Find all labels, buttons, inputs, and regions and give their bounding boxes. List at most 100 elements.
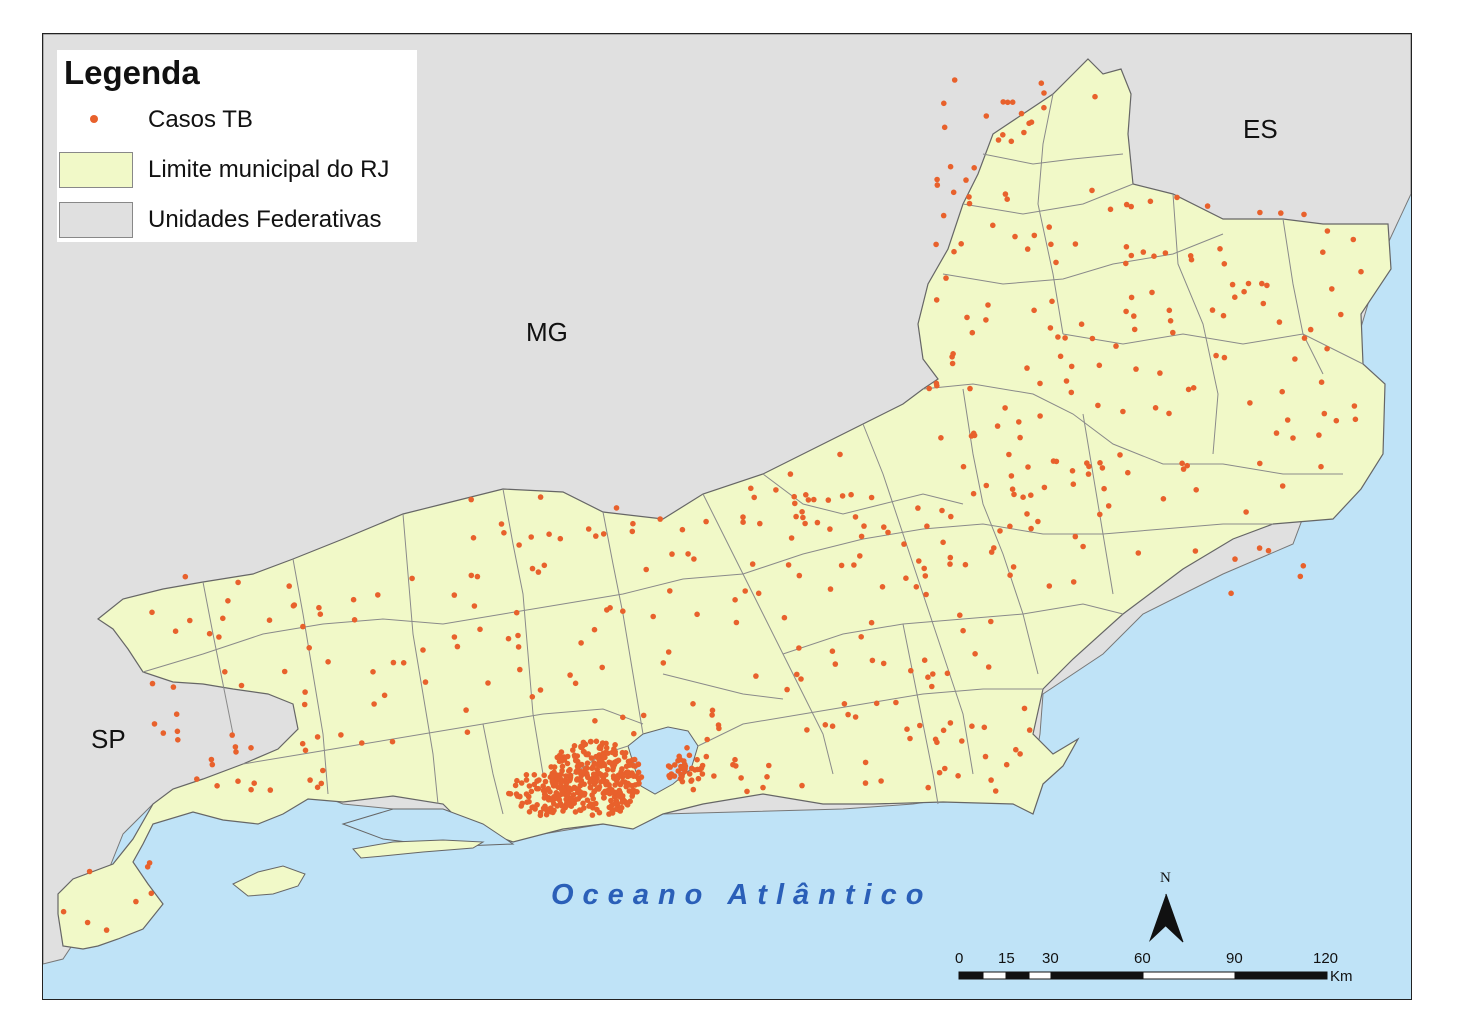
tb-case-point [603,781,609,788]
tb-case-point [686,771,693,777]
tb-case-point [1149,289,1155,296]
tb-case-point [672,762,678,768]
tb-case-point [281,668,288,675]
tb-case-point [709,707,716,714]
tb-case-point [1008,138,1015,145]
tb-case-point [1002,191,1009,197]
tb-case-point [959,738,965,744]
tb-case-point [266,617,273,623]
tb-case-point [536,777,542,783]
tb-case-point [679,772,685,779]
tb-case-point [921,565,927,572]
tb-case-point [881,524,887,530]
tb-case-point [1096,362,1103,369]
tb-case-point [800,514,806,521]
tb-case-point [1070,579,1077,585]
tb-case-point [785,562,792,568]
tb-case-point [908,667,914,674]
tb-case-point [791,493,797,500]
tb-case-point [962,561,969,568]
tb-case-point [799,509,805,515]
tb-case-point [1084,460,1090,466]
tb-case-point [837,451,843,458]
tb-case-point [571,743,578,749]
tb-case-point [614,776,621,782]
tb-case-point [982,753,989,760]
tb-case-point [738,775,744,781]
tb-case-point [389,738,396,745]
tb-case-point [194,776,200,782]
tb-case-point [325,659,331,665]
tb-case-point [631,788,638,794]
tb-case-point [665,649,672,655]
tb-case-point [350,596,357,603]
tb-case-point [1068,363,1075,370]
tb-case-point [1135,550,1142,556]
tb-case-point [564,753,571,760]
tb-case-point [517,793,523,800]
tb-case-point [983,482,990,489]
tb-case-point [1188,256,1195,263]
tb-case-point [1012,233,1018,240]
tb-case-point [983,317,989,323]
tb-case-point [915,505,921,511]
tb-case-point [477,626,483,633]
tb-case-point [1232,294,1238,301]
tb-case-point [1063,378,1070,384]
tb-case-point [967,385,973,392]
tb-case-point [845,711,851,718]
tb-case-point [301,701,308,708]
tb-case-point [852,514,859,520]
tb-case-point [235,579,241,586]
tb-case-point [1290,435,1296,441]
tb-case-point [822,722,829,728]
tb-case-point [596,757,602,763]
tb-case-point [1292,356,1298,362]
tb-case-point [1078,321,1085,328]
tb-case-point [925,784,931,791]
tb-case-point [616,807,623,813]
tb-case-point [971,165,977,171]
tb-case-point [1069,468,1076,474]
tb-case-point [554,754,561,761]
marambaia [352,839,485,859]
tb-case-point [1131,313,1137,319]
tb-case-point [742,588,748,594]
tb-case-point [541,791,548,798]
tb-case-point [615,757,622,764]
tb-case-point [1089,187,1095,194]
tb-case-point [686,752,693,759]
tb-case-point [286,583,292,589]
tb-case-point [1047,325,1054,331]
tb-case-point [788,535,795,541]
tb-case-point [885,529,891,536]
tb-case-point [1232,556,1238,562]
tb-case-point [667,588,673,594]
tb-case-point [570,792,577,798]
tb-case-point [60,908,67,915]
tb-case-point [1031,307,1037,314]
tb-case-point [1046,583,1053,589]
tb-case-point [585,526,592,532]
tb-case-point [609,807,616,813]
tb-case-point [893,699,899,706]
tb-case-point [523,777,530,783]
tb-case-point [869,657,876,664]
tb-case-point [868,619,875,626]
tb-case-point [599,664,605,671]
tb-case-point [631,756,638,763]
tb-case-point [878,778,884,784]
tb-case-point [501,530,507,536]
tb-case-point [1107,206,1114,213]
tb-case-point [1221,261,1228,267]
tb-case-point [679,778,686,785]
tb-case-point [681,758,687,764]
tb-case-point [1185,386,1192,393]
tb-case-point [1166,410,1172,417]
tb-case-point [590,795,596,802]
tb-case-point [537,809,544,816]
tb-case-point [943,275,949,281]
tb-case-point [515,644,522,650]
tb-case-point [1351,403,1358,409]
tb-case-point [793,513,799,520]
